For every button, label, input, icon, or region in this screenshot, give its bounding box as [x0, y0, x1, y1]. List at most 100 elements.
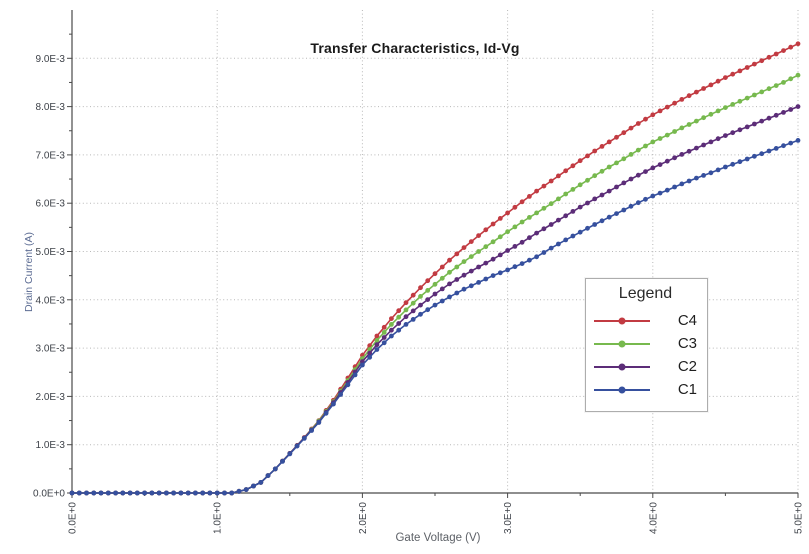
series-C3-marker [410, 300, 416, 306]
y-tick-label: 1.0E-3 [36, 440, 66, 451]
legend-swatch-C2 [594, 363, 650, 370]
series-C1-marker [781, 143, 786, 149]
series-C3-marker [795, 72, 801, 78]
series-C1-marker [142, 490, 148, 496]
series-C2-marker [461, 272, 467, 278]
series-C4-marker [512, 204, 518, 210]
series-C1-marker [76, 490, 82, 496]
series-C4-marker [795, 41, 801, 47]
series-C3-marker [577, 182, 583, 188]
series-C1-marker [512, 264, 518, 270]
series-C4-marker [490, 221, 496, 227]
series-C1-marker [606, 214, 612, 220]
series-C2-marker [701, 142, 706, 148]
y-tick-label: 2.0E-3 [36, 392, 66, 403]
series-C2-marker [672, 155, 677, 161]
series-C3-marker [556, 196, 561, 202]
series-C1-marker [505, 267, 510, 273]
legend-entries: C4 C3 C2 C1 [594, 309, 697, 401]
legend-marker-icon [618, 386, 626, 393]
series-C1-marker [113, 490, 118, 496]
series-C2-marker [664, 158, 670, 164]
series-C3-marker [497, 234, 503, 240]
series-C2-marker [781, 110, 786, 115]
series-C1-marker [701, 173, 706, 178]
series-C3-marker [476, 249, 481, 254]
series-C2-marker [737, 127, 743, 133]
series-C4-marker [519, 199, 525, 205]
series-C2-marker [396, 321, 402, 326]
series-C4-marker [664, 104, 670, 110]
series-C4-marker [563, 168, 569, 174]
series-C3-marker [439, 275, 445, 281]
series-C3-marker [490, 239, 496, 245]
series-C1-marker [178, 490, 184, 496]
legend-label-C1: C1 [677, 381, 697, 398]
series-C1-marker [563, 237, 569, 243]
series-C1-marker [403, 322, 409, 327]
series-C1-marker [287, 451, 293, 457]
series-C2-marker [367, 350, 373, 356]
series-C3-marker [418, 294, 423, 299]
series-C4-marker [527, 194, 532, 199]
series-C2-marker [512, 244, 518, 249]
series-C1-marker [679, 181, 685, 187]
series-C3-marker [527, 215, 532, 220]
y-tick-label: 3.0E-3 [36, 344, 66, 355]
y-axis-title: Drain Current (A) [23, 232, 35, 312]
series-C3-marker [396, 314, 402, 320]
series-C4-marker [694, 89, 699, 95]
series-C2-marker [374, 342, 380, 348]
series-C3-marker [657, 136, 663, 141]
series-C1-marker [164, 490, 169, 496]
series-C1-marker [265, 473, 271, 478]
series-C4-marker [497, 216, 503, 221]
series-C4-marker [410, 292, 416, 298]
series-C2-marker [585, 200, 590, 206]
series-C1-marker [84, 490, 89, 496]
x-tick-label: 0.0E+0 [68, 502, 79, 534]
series-C3-marker [708, 111, 714, 117]
series-C1-marker [723, 164, 728, 170]
legend-swatch-C3 [594, 340, 650, 347]
series-C3-marker [505, 229, 510, 235]
series-C2-marker [694, 145, 699, 151]
series-C1-marker [672, 184, 677, 190]
series-C4-marker [548, 178, 554, 184]
series-C4-marker [403, 300, 409, 306]
series-C3-marker [628, 152, 634, 157]
series-C3-marker [512, 224, 518, 230]
y-tick-label: 0.0E+0 [33, 489, 65, 500]
series-C4-marker [381, 324, 387, 330]
series-C3-marker [715, 108, 721, 114]
x-tick-label: 1.0E+0 [213, 502, 224, 534]
series-C1-marker [483, 276, 489, 282]
series-C1-marker [708, 170, 714, 176]
series-C1-marker [331, 401, 336, 407]
series-C2-marker [563, 213, 569, 219]
series-C1-marker [301, 436, 307, 441]
y-tick-label: 6.0E-3 [36, 199, 66, 210]
series-C1-marker [91, 490, 97, 496]
series-C1-marker [759, 151, 765, 157]
series-C3-marker [781, 80, 786, 85]
series-C2-marker [650, 165, 656, 171]
series-C3-marker [701, 115, 706, 121]
series-C2-marker [744, 124, 750, 130]
y-tick-label: 9.0E-3 [36, 54, 66, 65]
series-C3-marker [730, 102, 736, 107]
series-C2-marker [643, 169, 648, 175]
series-C3-marker [643, 143, 648, 149]
series-C1-marker [352, 372, 358, 378]
gridlines [72, 10, 799, 493]
data-curves [69, 41, 801, 496]
series-C1-marker [744, 156, 750, 162]
series-C2-marker [621, 180, 627, 186]
series-C1-marker [519, 261, 525, 266]
series-C4-marker [672, 100, 677, 106]
series-C1-marker [258, 480, 264, 485]
series-C3-marker [381, 330, 387, 335]
series-C1-marker [577, 229, 583, 235]
series-C1-marker [628, 203, 634, 209]
